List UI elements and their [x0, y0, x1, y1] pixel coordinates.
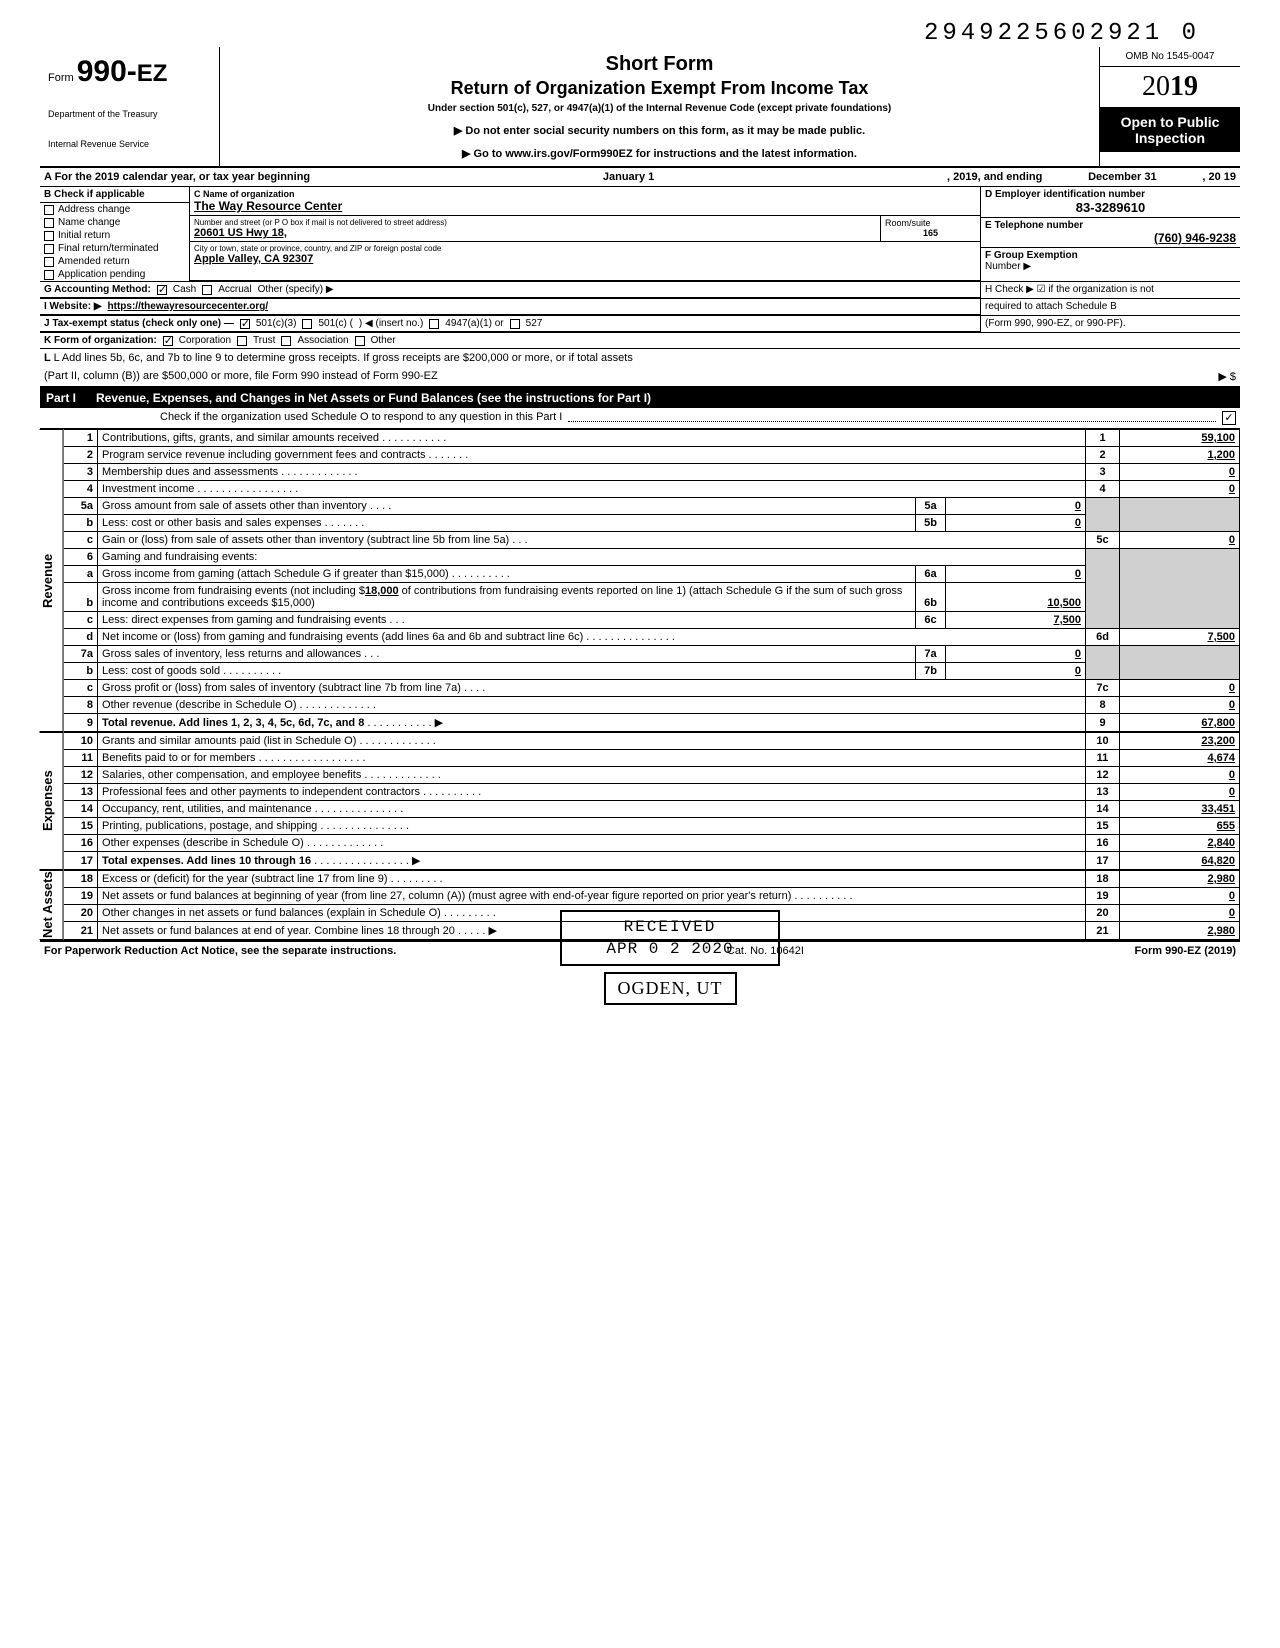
street-label: Number and street (or P O box if mail is… — [194, 218, 876, 227]
org-name-label: C Name of organization — [194, 189, 976, 199]
header-right: OMB No 1545-0047 2019 Open to PublicInsp… — [1100, 47, 1240, 166]
warning-goto: ▶ Go to www.irs.gov/Form990EZ for instru… — [232, 147, 1087, 160]
footer-form: Form 990-EZ (2019) — [1135, 945, 1236, 957]
checkbox-501c[interactable] — [302, 319, 312, 329]
col-right: D Employer identification number 83-3289… — [980, 187, 1240, 281]
form-header: Form 990-EZ Department of the Treasury I… — [40, 47, 1240, 168]
part1-title: Revenue, Expenses, and Changes in Net As… — [96, 391, 651, 405]
checkbox-4947[interactable] — [429, 319, 439, 329]
org-name: The Way Resource Center — [194, 199, 976, 213]
ein-label: D Employer identification number — [985, 189, 1236, 200]
revenue-section: Revenue 1Contributions, gifts, grants, a… — [40, 429, 1240, 732]
checkbox-trust[interactable] — [237, 336, 247, 346]
website-value: https://thewayresourcecenter.org/ — [108, 301, 269, 312]
schedule-o-check: Check if the organization used Schedule … — [40, 408, 1240, 429]
checkbox-final-return[interactable] — [44, 244, 54, 254]
phone-value: (760) 946-9238 — [985, 231, 1236, 245]
revenue-table: 1Contributions, gifts, grants, and simil… — [64, 429, 1240, 732]
row-k-form-org: K Form of organization: Corporation Trus… — [40, 333, 1240, 349]
checkbox-other[interactable] — [355, 336, 365, 346]
checkbox-cash[interactable] — [157, 285, 167, 295]
h-text3: (Form 990, 990-EZ, or 990-PF). — [980, 316, 1240, 332]
header-left: Form 990-EZ Department of the Treasury I… — [40, 47, 220, 166]
tax-year: 2019 — [1100, 67, 1240, 108]
checkbox-name-change[interactable] — [44, 218, 54, 228]
revenue-side-label: Revenue — [40, 429, 64, 732]
group-label2: Number ▶ — [985, 261, 1031, 272]
warning-ssn: ▶ Do not enter social security numbers o… — [232, 124, 1087, 137]
h-text2: required to attach Schedule B — [980, 299, 1240, 315]
row-j-tax-status: J Tax-exempt status (check only one) — 5… — [40, 316, 980, 332]
title-return: Return of Organization Exempt From Incom… — [232, 78, 1087, 99]
ein-value: 83-3289610 — [985, 200, 1236, 215]
info-grid: B Check if applicable Address change Nam… — [40, 187, 1240, 282]
city-value: Apple Valley, CA 92307 — [194, 253, 976, 265]
form-number: 990-EZ — [77, 55, 168, 88]
expenses-side-label: Expenses — [40, 732, 64, 870]
dept-treasury: Department of the Treasury — [48, 109, 211, 119]
omb-number: OMB No 1545-0047 — [1100, 47, 1240, 67]
row-g-accounting: G Accounting Method: Cash Accrual Other … — [40, 282, 980, 298]
expenses-table: 10Grants and similar amounts paid (list … — [64, 732, 1240, 870]
net-assets-side-label: Net Assets — [40, 870, 64, 940]
col-org-info: C Name of organization The Way Resource … — [190, 187, 980, 281]
received-stamp: RECEIVED APR 0 2 2020 OGDEN, UT — [560, 910, 780, 1005]
street-value: 20601 US Hwy 18, — [194, 227, 876, 239]
dept-irs: Internal Revenue Service — [48, 139, 211, 149]
open-to-public: Open to PublicInspection — [1100, 108, 1240, 152]
checkbox-527[interactable] — [510, 319, 520, 329]
city-label: City or town, state or province, country… — [194, 244, 976, 253]
subtitle: Under section 501(c), 527, or 4947(a)(1)… — [232, 103, 1087, 114]
received-text: RECEIVED — [568, 918, 772, 936]
checkbox-address-change[interactable] — [44, 205, 54, 215]
footer-paperwork: For Paperwork Reduction Act Notice, see … — [44, 945, 396, 957]
part1-header: Part I Revenue, Expenses, and Changes in… — [40, 388, 1240, 408]
phone-label: E Telephone number — [985, 220, 1236, 231]
room-value: 165 — [885, 228, 976, 238]
received-date: APR 0 2 2020 — [568, 940, 772, 958]
checkbox-schedule-o[interactable] — [1222, 411, 1236, 425]
ogden-stamp: OGDEN, UT — [604, 972, 737, 1005]
checkbox-501c3[interactable] — [240, 319, 250, 329]
row-a-calendar-year: A For the 2019 calendar year, or tax yea… — [40, 168, 1240, 187]
expenses-section: Expenses 10Grants and similar amounts pa… — [40, 732, 1240, 870]
checkbox-initial-return[interactable] — [44, 231, 54, 241]
checkbox-association[interactable] — [281, 336, 291, 346]
h-schedule-b: H Check ▶ ☑ if the organization is not — [980, 282, 1240, 298]
title-short-form: Short Form — [232, 53, 1087, 76]
header-center: Short Form Return of Organization Exempt… — [220, 47, 1100, 166]
row-l-instructions-2: (Part II, column (B)) are $500,000 or mo… — [40, 367, 1240, 388]
document-stamp-number: 2949225602921 0 — [40, 20, 1240, 47]
col-b-checkboxes: B Check if applicable Address change Nam… — [40, 187, 190, 281]
row-i-website: I Website: ▶ https://thewayresourcecente… — [40, 299, 980, 315]
checkbox-corporation[interactable] — [163, 336, 173, 346]
checkbox-application-pending[interactable] — [44, 270, 54, 280]
col-b-header: B Check if applicable — [40, 187, 189, 203]
checkbox-amended[interactable] — [44, 257, 54, 267]
form-prefix: Form — [48, 72, 74, 84]
room-label: Room/suite — [885, 218, 976, 228]
group-label: F Group Exemption — [985, 250, 1078, 261]
part1-label: Part I — [46, 391, 76, 405]
row-l-instructions: L L Add lines 5b, 6c, and 7b to line 9 t… — [40, 349, 1240, 367]
checkbox-accrual[interactable] — [202, 285, 212, 295]
